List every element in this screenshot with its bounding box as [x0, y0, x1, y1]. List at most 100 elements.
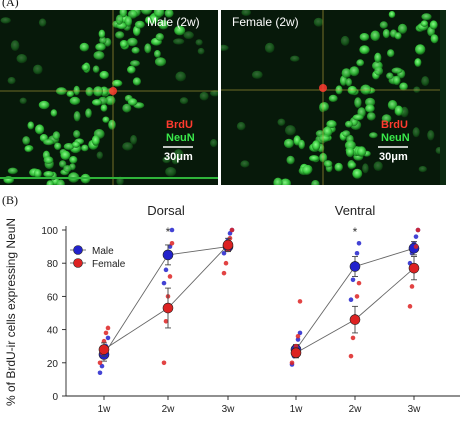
neun-cell: [127, 10, 138, 19]
neun-cell: [319, 134, 330, 143]
data-point-female: [289, 360, 295, 366]
neun-cell: [273, 177, 283, 185]
neun-cell: [43, 171, 54, 178]
neun-cell: [134, 20, 145, 29]
neun-cell: [63, 165, 72, 173]
neun-cell: [27, 121, 35, 130]
neun-cell: [290, 55, 300, 62]
legend-neun-female: NeuN: [381, 132, 410, 144]
data-point-female: [169, 240, 175, 246]
data-point-female: [413, 244, 419, 249]
neun-cell: [173, 38, 185, 45]
neun-cell: [344, 140, 356, 151]
neun-cell: [264, 42, 275, 54]
neun-cell: [298, 139, 306, 150]
y-tick-label: 80: [47, 259, 59, 270]
neun-cell: [127, 65, 136, 74]
neun-cell: [66, 90, 75, 98]
neun-cell: [144, 43, 152, 54]
neun-cell: [421, 76, 430, 87]
neun-cell: [91, 135, 100, 146]
neun-cell: [16, 54, 28, 64]
mean-point-female: [349, 314, 361, 325]
neun-cell: [158, 19, 169, 30]
x-tick-label: 3w: [222, 404, 236, 415]
x-tick-label: 1w: [290, 404, 304, 415]
x-tick-label: 2w: [349, 404, 363, 415]
neun-cell: [429, 20, 438, 30]
neun-cell: [328, 94, 338, 102]
mean-point-female: [162, 302, 174, 314]
neun-cell: [359, 33, 370, 41]
neun-cell: [79, 42, 90, 52]
panel-title-dorsal: Dorsal: [147, 203, 185, 218]
scale-label-female: 30μm: [379, 151, 408, 163]
brdu-cell-male: [109, 87, 117, 95]
neun-cell: [369, 132, 378, 139]
neun-cell: [85, 87, 94, 97]
neun-cell: [397, 23, 408, 34]
neun-cell: [387, 49, 395, 58]
neun-cell: [102, 116, 110, 123]
neun-cell: [339, 75, 348, 86]
neun-cell: [183, 31, 194, 40]
neun-cell: [420, 20, 429, 27]
neun-cell: [98, 29, 106, 39]
data-point-male: [227, 231, 233, 236]
data-point-female: [415, 227, 421, 233]
data-point-female: [223, 260, 229, 266]
neun-cell: [435, 147, 440, 154]
neun-cell: [286, 155, 295, 165]
neun-cell: [175, 71, 186, 82]
neun-cell: [122, 142, 133, 151]
mean-point-male: [162, 249, 174, 261]
data-point-male: [295, 337, 301, 342]
x-tick-label: 2w: [162, 404, 176, 415]
mean-point-female: [222, 239, 234, 251]
data-point-female: [407, 304, 413, 309]
data-point-female: [350, 335, 356, 341]
neun-cells-male: [0, 10, 218, 185]
neun-cell: [341, 68, 352, 78]
data-point-male: [354, 250, 360, 256]
neun-cell: [93, 51, 105, 60]
legend: Male Female: [70, 245, 126, 270]
neun-cell: [115, 14, 124, 25]
neun-cell: [414, 58, 422, 67]
neun-cell: [73, 130, 81, 139]
neun-cell: [418, 166, 427, 173]
crosshair-female: [221, 10, 440, 185]
orthogonal-view-strip-right: [440, 10, 446, 185]
mean-point-female: [290, 347, 302, 359]
y-tick-label: 60: [47, 292, 59, 303]
neun-cell: [108, 119, 116, 130]
neun-cell: [115, 31, 125, 39]
neun-cell: [359, 45, 370, 55]
neun-cell: [56, 179, 65, 185]
x-tick-label: 1w: [98, 404, 112, 415]
neun-cell: [311, 140, 321, 151]
neun-cell: [379, 21, 388, 29]
neun-cell: [313, 17, 324, 27]
neun-cell: [236, 122, 246, 131]
data-point-female: [348, 353, 354, 359]
neun-cell: [352, 114, 364, 121]
neun-cell: [326, 120, 337, 129]
legend-marker-female: [73, 258, 83, 268]
data-point-female: [103, 330, 109, 336]
neun-cell: [430, 34, 439, 44]
neun-cell: [0, 17, 11, 24]
neun-cell: [38, 100, 50, 110]
neun-cell: [365, 104, 375, 113]
panel-title-ventral: Ventral: [335, 203, 376, 218]
neun-cell: [251, 70, 263, 79]
neun-cell: [394, 105, 403, 116]
data-point-male: [356, 240, 362, 246]
neun-cell: [340, 35, 350, 46]
data-point-male: [221, 250, 227, 256]
neun-cell: [165, 167, 177, 177]
data-point-female: [167, 274, 173, 279]
neun-cell: [334, 162, 343, 172]
y-tick-label: 20: [47, 359, 59, 370]
